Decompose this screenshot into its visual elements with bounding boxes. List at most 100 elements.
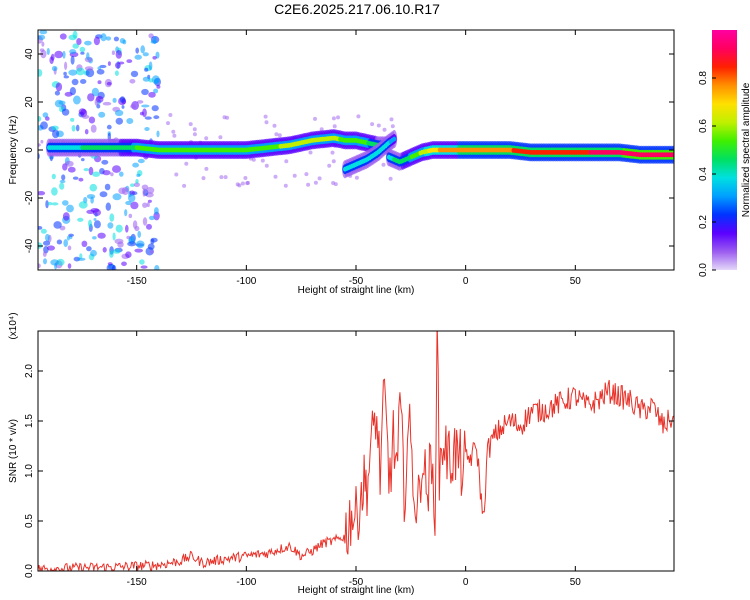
noise-speckle (40, 228, 47, 234)
x-tick-label: -50 (349, 577, 364, 588)
noise-speckle (130, 104, 137, 109)
snr-series-line-0 (38, 331, 674, 571)
noise-speckle (381, 162, 386, 167)
noise-speckle (263, 114, 268, 119)
noise-speckle (88, 219, 92, 228)
noise-speckle (45, 116, 50, 121)
noise-speckle (81, 240, 88, 247)
snr-plot-area (38, 331, 674, 571)
noise-speckle (66, 235, 70, 241)
noise-speckle (313, 116, 317, 121)
noise-speckle (135, 47, 139, 54)
noise-speckle (90, 124, 97, 133)
snr-x-ticks: -150 -100 -50 0 50 (127, 331, 581, 588)
noise-speckle (54, 90, 61, 96)
noise-speckle (168, 113, 173, 117)
noise-speckle (71, 78, 79, 86)
noise-speckle (107, 61, 111, 66)
noise-speckle (40, 121, 48, 130)
colorbar-tick-label: 0.2 (698, 215, 709, 229)
noise-speckle (219, 175, 224, 180)
noise-speckle (46, 48, 50, 55)
noise-speckle (245, 181, 250, 186)
spectrogram-heat-layer (38, 30, 674, 270)
noise-speckle (129, 79, 136, 84)
noise-speckle (113, 36, 119, 42)
x-tick-label: -50 (349, 276, 364, 287)
noise-speckle (370, 122, 375, 127)
noise-speckle (192, 132, 197, 137)
noise-speckle (98, 111, 106, 118)
colorbar-tick-label: 0.0 (698, 263, 709, 277)
noise-speckle (69, 49, 77, 55)
noise-speckle (139, 259, 145, 265)
noise-speckle (390, 124, 395, 129)
noise-speckle (42, 112, 49, 118)
noise-speckle (327, 163, 332, 168)
noise-speckle (333, 182, 338, 187)
noise-speckle (243, 176, 248, 180)
noise-speckle (356, 114, 361, 119)
noise-speckle (306, 182, 311, 187)
noise-speckle (54, 99, 64, 108)
noise-speckle (54, 50, 64, 59)
noise-speckle (332, 124, 337, 129)
noise-speckle (264, 120, 269, 125)
noise-speckle (125, 200, 132, 206)
noise-speckle (56, 258, 65, 266)
noise-speckle (96, 69, 105, 75)
noise-speckle (126, 235, 131, 240)
noise-speckle (122, 39, 127, 45)
noise-speckle (105, 202, 112, 211)
noise-speckle (64, 61, 68, 70)
noise-speckle (130, 183, 135, 187)
y-tick-label: 0.0 (24, 564, 35, 578)
noise-speckle (76, 38, 82, 45)
y-tick-label: 1.0 (24, 464, 35, 478)
colorbar-ticks: 0.0 0.2 0.4 0.6 0.8 (698, 71, 716, 277)
noise-speckle (128, 194, 136, 202)
noise-speckle (38, 143, 41, 147)
noise-speckle (141, 88, 149, 96)
noise-speckle (114, 70, 119, 76)
y-tick-label: 1.5 (24, 414, 35, 428)
noise-speckle (97, 232, 106, 239)
noise-speckle (97, 80, 102, 85)
noise-speckle (204, 136, 209, 141)
noise-speckle (135, 179, 139, 184)
snr-panel: -150 -100 -50 0 50 0.0 0.5 1.0 1.5 2.0 (x10⁴) He… (8, 312, 675, 596)
noise-speckle (126, 59, 133, 63)
noise-speckle (260, 158, 265, 163)
x-tick-label: -100 (236, 577, 256, 588)
noise-speckle (218, 135, 223, 140)
noise-speckle (136, 173, 141, 177)
noise-speckle (81, 114, 90, 119)
noise-speckle (130, 70, 139, 78)
noise-speckle (292, 173, 297, 178)
noise-speckle (72, 43, 79, 49)
noise-speckle (92, 236, 97, 240)
noise-speckle (166, 121, 170, 126)
noise-speckle (109, 250, 114, 258)
noise-speckle (382, 127, 387, 132)
noise-speckle (140, 45, 145, 54)
noise-speckle (43, 258, 47, 265)
noise-speckle (192, 127, 197, 132)
noise-speckle (80, 79, 87, 84)
noise-speckle (62, 50, 66, 59)
colorbar-gradient (712, 30, 737, 270)
noise-speckle (115, 50, 123, 59)
noise-speckle (308, 150, 313, 155)
y-tick-label: 2.0 (24, 364, 35, 378)
noise-speckle (140, 265, 148, 269)
x-tick-label: -150 (127, 577, 147, 588)
spectrogram-y-axis-label: Frequency (Hz) (8, 116, 19, 185)
noise-speckle (142, 52, 149, 57)
noise-speckle (272, 123, 277, 128)
noise-speckle (201, 176, 206, 181)
noise-speckle (283, 183, 288, 188)
noise-speckle (67, 166, 76, 173)
noise-speckle (79, 253, 83, 260)
noise-speckle (115, 117, 124, 125)
noise-speckle (47, 201, 52, 206)
